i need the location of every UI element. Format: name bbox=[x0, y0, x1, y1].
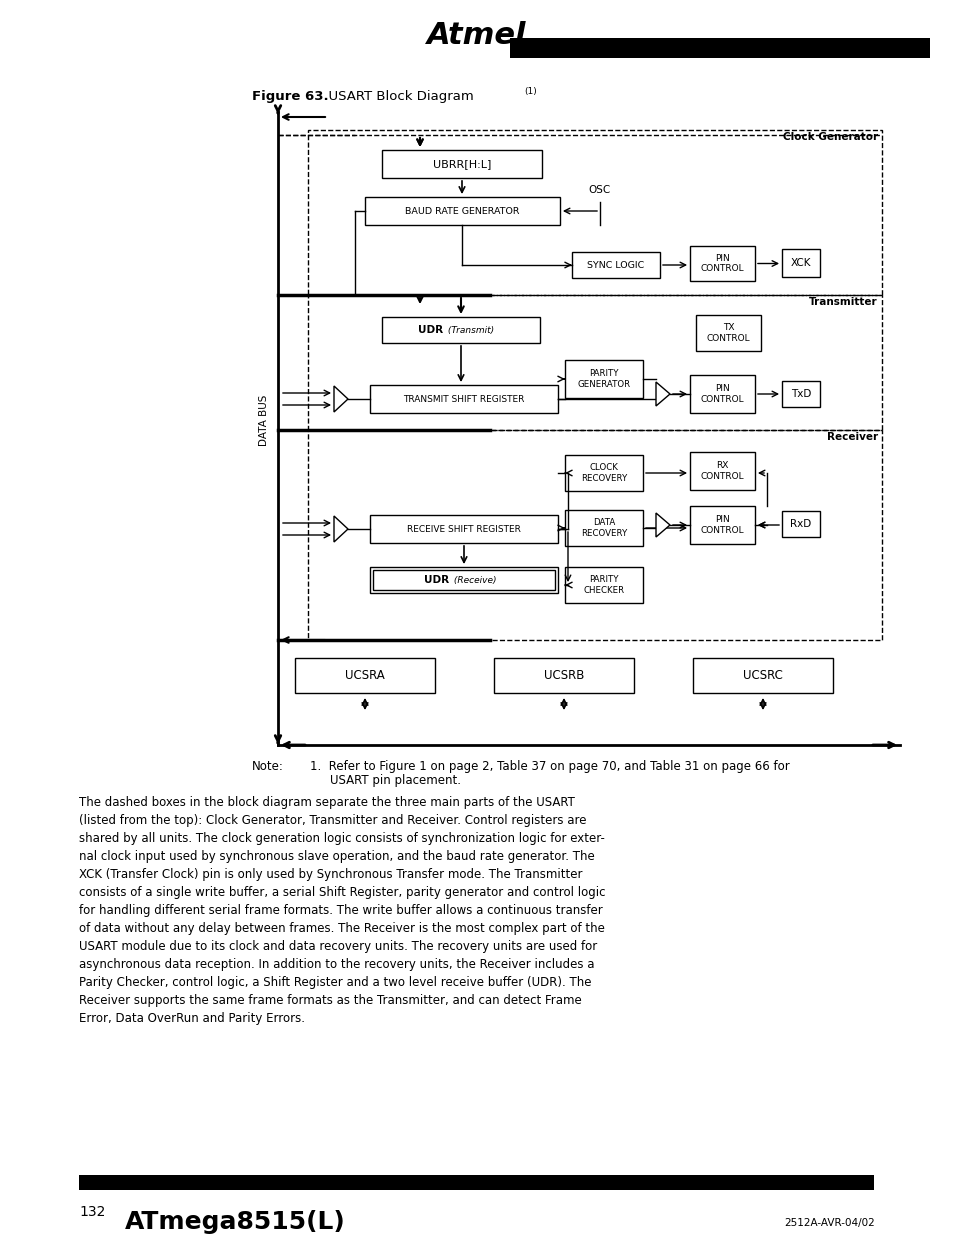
Text: UCSRB: UCSRB bbox=[543, 669, 583, 682]
Text: PIN
CONTROL: PIN CONTROL bbox=[700, 515, 743, 535]
Text: BAUD RATE GENERATOR: BAUD RATE GENERATOR bbox=[405, 206, 519, 215]
Text: Clock Generator: Clock Generator bbox=[782, 132, 877, 142]
Bar bbox=[564, 510, 642, 546]
Bar bbox=[696, 315, 760, 351]
Text: 132: 132 bbox=[79, 1205, 105, 1219]
Text: UBRR[H:L]: UBRR[H:L] bbox=[433, 159, 491, 169]
Text: UCSRC: UCSRC bbox=[742, 669, 782, 682]
Text: OSC: OSC bbox=[588, 185, 611, 195]
Text: (1): (1) bbox=[523, 86, 537, 96]
Bar bbox=[370, 515, 558, 543]
Text: UDR: UDR bbox=[423, 576, 449, 585]
Bar bbox=[689, 506, 754, 543]
Text: DATA
RECOVERY: DATA RECOVERY bbox=[580, 519, 626, 537]
Bar bbox=[294, 658, 435, 693]
Text: RxD: RxD bbox=[789, 519, 811, 529]
Polygon shape bbox=[334, 387, 348, 412]
Text: (Receive): (Receive) bbox=[451, 576, 496, 584]
Text: Atmel: Atmel bbox=[427, 21, 526, 49]
Text: 1.  Refer to Figure 1 on page 2, Table 37 on page 70, and Table 31 on page 66 fo: 1. Refer to Figure 1 on page 2, Table 37… bbox=[310, 760, 789, 773]
Bar bbox=[308, 130, 882, 295]
Bar bbox=[572, 252, 659, 278]
Bar bbox=[79, 1174, 873, 1191]
Text: The dashed boxes in the block diagram separate the three main parts of the USART: The dashed boxes in the block diagram se… bbox=[79, 797, 605, 1025]
Text: RX
CONTROL: RX CONTROL bbox=[700, 462, 743, 480]
Text: TRANSMIT SHIFT REGISTER: TRANSMIT SHIFT REGISTER bbox=[403, 394, 524, 404]
Bar bbox=[365, 198, 559, 225]
Text: RECEIVE SHIFT REGISTER: RECEIVE SHIFT REGISTER bbox=[407, 525, 520, 534]
Text: Transmitter: Transmitter bbox=[808, 296, 877, 308]
Bar bbox=[494, 658, 634, 693]
Bar bbox=[381, 149, 541, 178]
Text: CLOCK
RECOVERY: CLOCK RECOVERY bbox=[580, 463, 626, 483]
Text: PIN
CONTROL: PIN CONTROL bbox=[700, 254, 743, 273]
Text: DATA BUS: DATA BUS bbox=[258, 394, 269, 446]
Text: TxD: TxD bbox=[790, 389, 810, 399]
Bar bbox=[781, 249, 820, 277]
Text: XCK: XCK bbox=[790, 258, 810, 268]
Bar bbox=[381, 317, 539, 343]
Text: SYNC LOGIC: SYNC LOGIC bbox=[587, 261, 644, 269]
Text: PIN
CONTROL: PIN CONTROL bbox=[700, 384, 743, 404]
Bar bbox=[689, 452, 754, 490]
Bar bbox=[373, 571, 555, 590]
Text: (Transmit): (Transmit) bbox=[444, 326, 494, 335]
Text: Note:: Note: bbox=[252, 760, 284, 773]
Text: PARITY
CHECKER: PARITY CHECKER bbox=[583, 576, 624, 595]
Text: Figure 63.: Figure 63. bbox=[252, 90, 328, 103]
Bar bbox=[564, 359, 642, 398]
Polygon shape bbox=[656, 513, 669, 537]
Text: UCSRA: UCSRA bbox=[345, 669, 384, 682]
Text: UDR: UDR bbox=[417, 325, 442, 335]
Bar bbox=[692, 658, 832, 693]
Bar bbox=[370, 385, 558, 412]
Text: PARITY
GENERATOR: PARITY GENERATOR bbox=[577, 369, 630, 389]
Bar bbox=[689, 375, 754, 412]
Bar bbox=[781, 511, 820, 537]
Bar bbox=[308, 430, 882, 640]
Text: ATmega8515(L): ATmega8515(L) bbox=[125, 1210, 345, 1234]
Polygon shape bbox=[656, 382, 669, 406]
Polygon shape bbox=[334, 516, 348, 542]
Text: Receiver: Receiver bbox=[826, 432, 877, 442]
Bar bbox=[564, 567, 642, 603]
Bar bbox=[510, 38, 929, 58]
Text: TX
CONTROL: TX CONTROL bbox=[706, 324, 749, 342]
Bar bbox=[781, 382, 820, 408]
Bar bbox=[370, 567, 558, 593]
Bar bbox=[689, 246, 754, 282]
Text: USART pin placement.: USART pin placement. bbox=[330, 774, 460, 787]
Bar bbox=[564, 454, 642, 492]
Text: USART Block Diagram: USART Block Diagram bbox=[319, 90, 474, 103]
Bar bbox=[308, 295, 882, 430]
Text: 2512A-AVR-04/02: 2512A-AVR-04/02 bbox=[783, 1218, 874, 1228]
